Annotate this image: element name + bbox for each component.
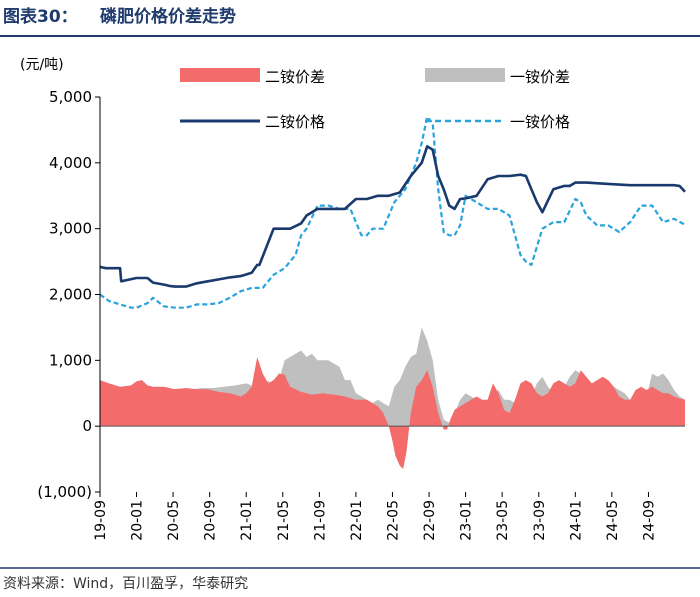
x-tick-label: 23-01: [459, 500, 475, 541]
legend-swatch-dap_spread: [180, 68, 260, 82]
y-unit-label: (元/吨): [20, 57, 64, 73]
x-tick-label: 22-01: [349, 500, 365, 541]
y-tick-label: 0: [82, 417, 92, 435]
x-tick-label: 21-05: [276, 500, 292, 541]
x-tick-label: 19-09: [93, 500, 109, 541]
dap-price-line-group: [99, 145, 686, 288]
y-tick-label: 2,000: [49, 286, 92, 304]
x-tick-label: 22-05: [385, 500, 401, 541]
dap-price-line: [99, 145, 686, 288]
y-tick-label: 4,000: [49, 154, 92, 172]
map-price-line-group: [99, 115, 686, 309]
y-axis: 5,000 4,000 3,000 2,000 1,000 0 (1,000): [37, 88, 101, 501]
x-tick-label: 23-09: [532, 500, 548, 541]
x-axis: 19-09 20-01 20-05 20-09 21-01 21-05 21-09 22-01…: [93, 492, 657, 541]
y-tick-label: (1,000): [37, 483, 92, 501]
x-tick-label: 22-09: [422, 500, 438, 541]
source-note: 资料来源：Wind，百川盈孚，华泰研究: [3, 576, 248, 592]
y-tick-label: 1,000: [49, 351, 92, 369]
x-tick-label: 20-05: [166, 500, 182, 541]
y-tick-label: 3,000: [49, 220, 92, 238]
dap-spread-area: [100, 357, 685, 469]
figure-label: 图表30：: [3, 6, 78, 27]
legend-label-dap_spread: 二铵价差: [265, 68, 325, 86]
legend-label-map_price: 一铵价格: [510, 113, 570, 131]
x-tick-label: 21-09: [312, 500, 328, 541]
x-tick-label: 24-01: [568, 500, 584, 541]
x-tick-label: 20-01: [130, 500, 146, 541]
legend-swatch-map_spread: [425, 68, 505, 82]
x-tick-label: 20-09: [203, 500, 219, 541]
x-tick-label: 21-01: [239, 500, 255, 541]
y-tick-label: 5,000: [49, 88, 92, 106]
x-tick-label: 24-05: [605, 500, 621, 541]
legend-label-dap_price: 二铵价格: [265, 113, 325, 131]
x-tick-label: 24-09: [641, 500, 657, 541]
legend-label-map_spread: 一铵价差: [510, 68, 570, 86]
figure-title: 磷肥价格价差走势: [100, 6, 236, 27]
x-tick-label: 23-05: [495, 500, 511, 541]
map-price-line: [99, 115, 686, 309]
dap-spread-area-group: [100, 357, 685, 469]
